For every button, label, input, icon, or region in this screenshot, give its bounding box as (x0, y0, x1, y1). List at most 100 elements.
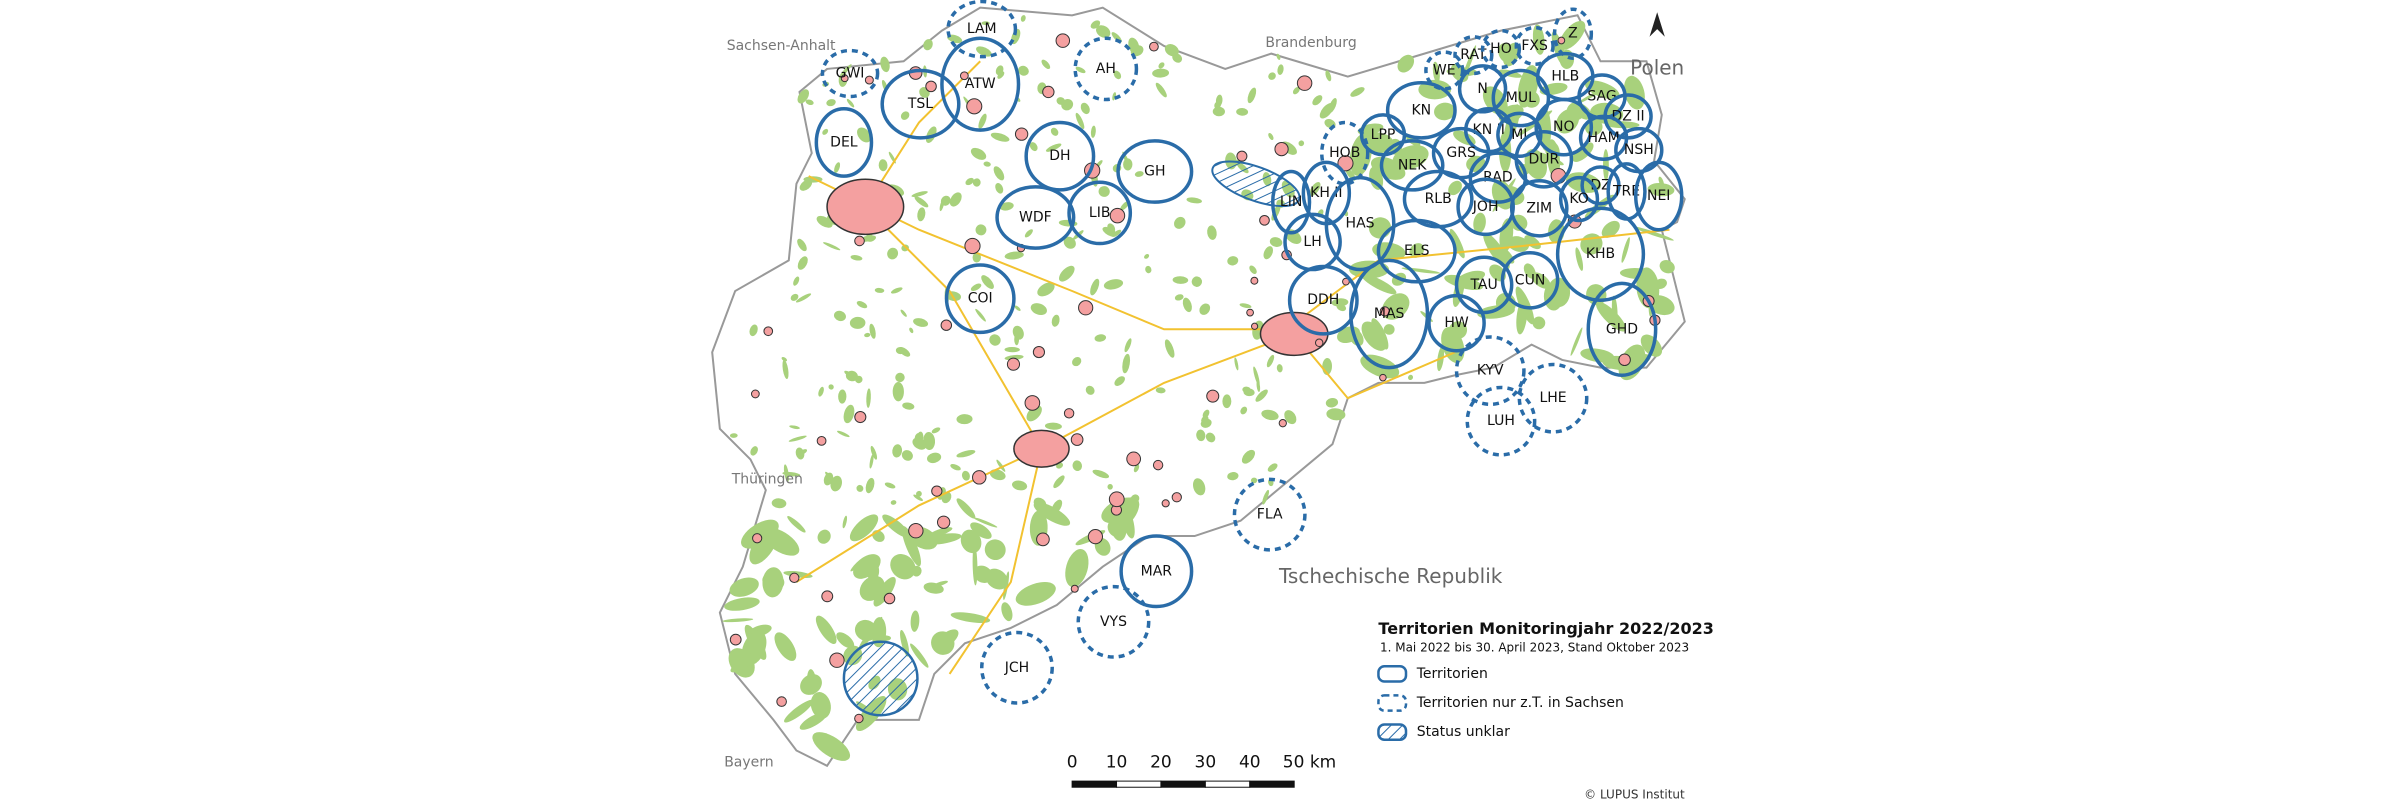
forest (849, 514, 879, 542)
forest (849, 316, 866, 329)
forest (1182, 297, 1192, 313)
forest (1199, 303, 1211, 315)
territory-label: KYV (1477, 363, 1504, 379)
forest (1507, 236, 1530, 252)
town (1250, 322, 1259, 330)
forest (1014, 305, 1021, 311)
forest (1547, 277, 1571, 308)
forest (1020, 15, 1026, 22)
town (829, 652, 845, 668)
forest (1331, 298, 1349, 307)
forest (1191, 276, 1203, 287)
forest (1602, 86, 1610, 97)
neighbor-label: Tschechische Republik (1278, 564, 1503, 588)
forest (882, 514, 910, 538)
forest (855, 375, 863, 384)
forest (1247, 87, 1257, 104)
forest (926, 452, 942, 464)
neighbor-label: Brandenburg (1265, 35, 1356, 51)
forest (788, 435, 807, 442)
territory (1633, 160, 1684, 232)
town (789, 572, 800, 584)
territory-partial (946, 0, 1018, 59)
forest (1053, 475, 1065, 489)
forest (834, 162, 841, 173)
forest (1113, 70, 1122, 80)
territory (1349, 258, 1430, 370)
forest (999, 202, 1014, 211)
forest (869, 454, 874, 469)
forest (823, 472, 834, 486)
forest (917, 207, 926, 222)
forest (789, 425, 800, 430)
town (883, 592, 896, 605)
forest (826, 99, 836, 107)
forest (1033, 497, 1047, 510)
forest (1056, 97, 1066, 105)
forest (1128, 37, 1140, 55)
territory (1558, 175, 1600, 223)
forest (1072, 357, 1082, 367)
territory-label: LAM (967, 21, 997, 37)
town (1032, 346, 1045, 359)
territory (1534, 97, 1594, 157)
forest (1085, 385, 1095, 395)
forest (1250, 477, 1258, 484)
territory (1385, 80, 1457, 140)
town (1024, 395, 1041, 411)
forest (1123, 158, 1133, 171)
forest (869, 323, 876, 339)
legend-label: Territorien (1416, 666, 1488, 682)
forest (1326, 408, 1346, 421)
forest (1576, 87, 1606, 105)
forest (911, 565, 922, 577)
territory (1468, 151, 1528, 204)
town (854, 713, 864, 724)
forest (1050, 127, 1059, 136)
forest (1236, 108, 1249, 116)
scale-label: 50 km (1283, 753, 1336, 773)
territory-partial (1453, 35, 1494, 76)
territory-label: NO (1553, 119, 1575, 135)
forest (914, 433, 920, 441)
forest (923, 39, 933, 51)
forest (750, 446, 758, 456)
forest (1621, 237, 1630, 263)
forest (842, 515, 848, 529)
forest (1030, 303, 1047, 316)
forest (1011, 480, 1028, 491)
road (948, 448, 1043, 675)
territory-partial (1424, 50, 1465, 91)
town (1274, 141, 1289, 157)
forest (923, 533, 962, 545)
forest (1133, 464, 1140, 473)
forest (997, 71, 1005, 79)
forest (762, 567, 784, 598)
forest (1371, 318, 1389, 350)
forest (845, 370, 858, 382)
forest (838, 389, 847, 404)
territory (944, 263, 1016, 335)
forest (812, 732, 851, 761)
forest (1524, 149, 1547, 180)
forest (1448, 180, 1462, 196)
neighbor-label: Polen (1630, 55, 1684, 79)
forest (1164, 339, 1175, 358)
territory-label: FLA (1257, 507, 1283, 523)
territory-partial (1465, 385, 1537, 457)
forest (1325, 397, 1339, 408)
territory-label: RAD (1483, 170, 1513, 186)
forest (1263, 246, 1273, 260)
forest (976, 46, 992, 57)
forest (1268, 132, 1274, 141)
forest (990, 132, 1010, 142)
forest (1532, 316, 1546, 330)
forest (1483, 232, 1510, 270)
territory-label: HOB (1329, 145, 1360, 161)
neighbor-label: Sachsen-Anhalt (727, 38, 836, 54)
forest (911, 191, 928, 197)
forest (961, 470, 970, 481)
forest (1441, 327, 1465, 363)
territory-label: HAM (1587, 130, 1619, 146)
forest (950, 612, 991, 623)
